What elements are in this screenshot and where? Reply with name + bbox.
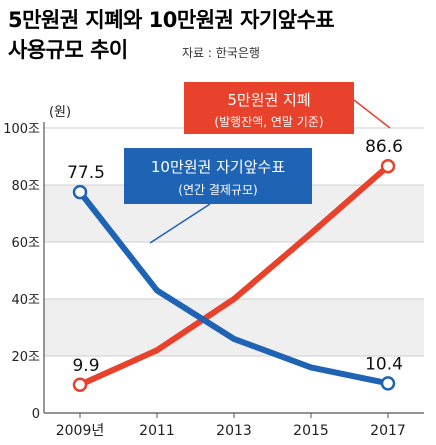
x-tick-label: 2009년 bbox=[56, 423, 105, 439]
legend-series-name: 5만원권 지폐 bbox=[227, 91, 310, 109]
chart-title-line2: 사용규모 추이 bbox=[8, 38, 128, 62]
y-tick-label: 20조 bbox=[11, 350, 40, 365]
legend-leader-line bbox=[149, 203, 211, 244]
series-line-bill bbox=[77, 163, 391, 388]
data-label: 10.4 bbox=[365, 354, 403, 374]
data-point bbox=[72, 184, 88, 200]
chart-title-line1: 5만원권 지폐와 10만원권 자기앞수표 bbox=[8, 8, 335, 32]
grid-band bbox=[44, 299, 424, 356]
legend-leader-line bbox=[353, 99, 391, 129]
data-point bbox=[380, 158, 396, 174]
y-tick-label: 40조 bbox=[11, 293, 40, 308]
x-tick-label: 2015 bbox=[293, 423, 329, 439]
y-unit-label: (원) bbox=[49, 105, 71, 120]
grid-band bbox=[44, 242, 424, 299]
y-tick-label: 100조 bbox=[3, 122, 40, 137]
legend-series-name: 10만원권 자기앞수표 bbox=[151, 158, 285, 176]
data-label: 9.9 bbox=[72, 356, 99, 376]
data-point bbox=[380, 376, 396, 391]
data-point bbox=[72, 377, 88, 393]
source-note: 자료 : 한국은행 bbox=[182, 46, 260, 60]
x-tick-label: 2013 bbox=[216, 423, 252, 439]
y-tick-label: 60조 bbox=[11, 236, 40, 251]
x-tick-label: 2017 bbox=[370, 423, 406, 439]
legend-box bbox=[184, 82, 354, 134]
data-label: 86.6 bbox=[365, 137, 403, 157]
data-label: 77.5 bbox=[67, 163, 105, 183]
series-line-check bbox=[77, 189, 391, 387]
legend-box bbox=[124, 148, 312, 204]
legend-series-subtitle: (발행잔액, 연말 기준) bbox=[214, 114, 323, 129]
legend-series-subtitle: (연간 결제규모) bbox=[178, 183, 257, 197]
x-tick-label: 2011 bbox=[139, 423, 175, 439]
y-tick-label: 80조 bbox=[11, 179, 40, 194]
y-tick-label: 0 bbox=[32, 407, 40, 422]
grid-band bbox=[44, 356, 424, 413]
